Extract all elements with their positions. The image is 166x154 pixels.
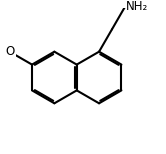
Text: O: O (5, 45, 14, 58)
Text: NH₂: NH₂ (126, 0, 148, 14)
